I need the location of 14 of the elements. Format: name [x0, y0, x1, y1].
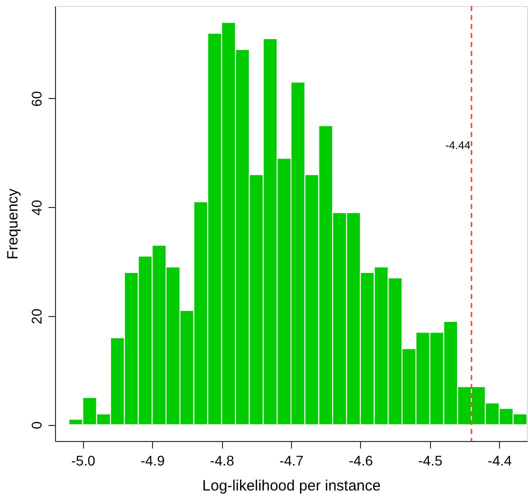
x-tick-label: -4.9: [140, 452, 165, 468]
y-tick-label: 20: [28, 308, 44, 324]
y-axis-title: Frequency: [4, 188, 22, 260]
x-tick-label: -4.5: [418, 452, 443, 468]
y-tick-label: 40: [28, 200, 44, 216]
x-tick-label: -4.7: [279, 452, 304, 468]
x-tick-label: -4.8: [210, 452, 234, 468]
ref-line-label: -4.44: [445, 140, 470, 152]
y-tick-label: 0: [28, 421, 44, 430]
x-tick-label: -5.0: [71, 452, 96, 468]
x-tick-label: -4.4: [488, 452, 512, 468]
y-tick-label: 60: [28, 90, 44, 107]
x-axis-title: Log-likelihood per instance: [202, 478, 381, 494]
x-tick-label: -4.6: [348, 452, 374, 468]
